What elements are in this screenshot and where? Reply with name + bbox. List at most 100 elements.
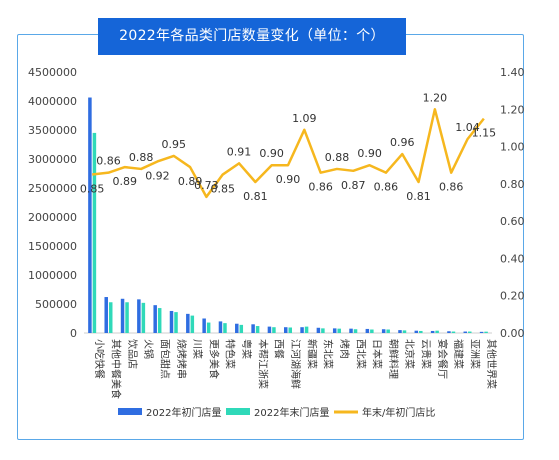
chart-title: 2022年各品类门店数量变化（单位：个）	[98, 18, 406, 55]
bar-start	[169, 310, 174, 333]
ratio-data-label: 0.96	[390, 136, 415, 149]
bar-end	[125, 302, 129, 333]
legend-swatch	[226, 408, 250, 415]
bar-end	[190, 315, 195, 333]
bar-start	[120, 298, 125, 333]
category-label: 亚洲菜	[469, 339, 481, 369]
bar-start	[479, 331, 484, 333]
bar-end	[451, 331, 456, 333]
left-tick-label: 2000000	[28, 211, 77, 224]
category-label: 烧烤烤串	[175, 339, 188, 379]
bar-end	[402, 330, 407, 333]
ratio-line	[92, 108, 485, 199]
left-tick-label: 500000	[35, 298, 77, 311]
ratio-data-label: 0.90	[259, 147, 284, 160]
category-label: 饮品店	[126, 339, 139, 369]
category-label: 其他世界菜	[485, 339, 498, 389]
ratio-data-label: 1.20	[423, 91, 448, 104]
ratio-data-label: 0.89	[113, 175, 138, 188]
category-label: 新疆菜	[305, 339, 318, 369]
category-label: 烤肉	[338, 339, 351, 359]
ratio-data-label: 1.04	[455, 121, 480, 134]
right-tick-label: 0.20	[500, 290, 525, 303]
ratio-data-label: 0.90	[357, 147, 382, 160]
bar-end	[484, 331, 488, 333]
bar-end	[141, 302, 146, 333]
ratio-data-label: 0.86	[374, 181, 399, 194]
category-label: 火锅	[142, 339, 154, 359]
ratio-data-label: 0.89	[178, 175, 203, 188]
left-tick-label: 2500000	[28, 182, 77, 195]
bar-start	[267, 326, 272, 333]
bar-end	[108, 302, 113, 333]
bar-start	[218, 321, 223, 333]
bar-start	[202, 318, 206, 333]
category-label: 朝鲜料理	[387, 339, 400, 379]
ratio-data-label: 0.86	[308, 181, 333, 194]
bar-end	[321, 328, 325, 333]
bar-start	[88, 97, 92, 334]
category-label: 福建菜	[452, 339, 465, 369]
right-tick-label: 0.40	[500, 252, 525, 265]
right-tick-label: 1.40	[500, 66, 525, 79]
bar-end	[255, 326, 260, 333]
ratio-data-label: 0.95	[162, 138, 187, 151]
ratio-data-label: 0.86	[439, 181, 464, 194]
legend-label: 2022年初门店量	[146, 406, 221, 419]
bar-end	[468, 331, 472, 333]
bar-end	[239, 324, 244, 333]
bar-start	[186, 313, 190, 333]
category-label: 东北菜	[322, 339, 335, 369]
category-label: 本帮江浙菜	[256, 339, 269, 389]
ratio-data-label: 0.81	[243, 190, 268, 203]
left-tick-label: 3000000	[28, 153, 77, 166]
bar-start	[137, 299, 141, 333]
category-label: 粤菜	[240, 339, 253, 359]
ratio-data-label: 0.86	[96, 155, 121, 168]
category-label: 川菜	[191, 339, 203, 359]
bar-start	[300, 327, 304, 333]
bar-end	[386, 329, 390, 333]
bar-end	[337, 328, 341, 333]
ratio-data-label: 0.85	[80, 183, 105, 196]
ratio-data-label: 0.91	[227, 145, 252, 158]
bar-start	[398, 330, 402, 333]
ratio-data-label: 0.87	[341, 179, 366, 192]
category-label: 宴会餐厅	[436, 339, 449, 379]
ratio-data-label: 0.73	[194, 179, 219, 192]
ratio-data-label: 1.09	[292, 112, 317, 125]
bar-start	[251, 324, 255, 333]
chart-frame	[17, 34, 524, 440]
ratio-data-label: 0.88	[325, 151, 350, 164]
bar-start	[104, 297, 108, 333]
category-label: 日本菜	[371, 339, 384, 369]
ratio-data-label: 0.92	[145, 169, 170, 182]
bar-end	[288, 327, 292, 333]
bar-end	[435, 330, 439, 333]
left-tick-label: 4500000	[28, 66, 77, 79]
right-tick-label: 0.00	[500, 327, 525, 340]
category-label: 其他中餐美食	[109, 339, 122, 399]
bar-start	[414, 330, 419, 333]
bar-start	[365, 328, 370, 333]
category-label: 西餐	[273, 339, 286, 359]
right-tick-label: 1.00	[500, 141, 525, 154]
legend-label: 年末/年初门店比	[362, 406, 435, 419]
ratio-data-label: 1.15	[472, 127, 497, 140]
bar-start	[235, 323, 239, 333]
left-tick-label: 1500000	[28, 240, 77, 253]
bar-end	[174, 312, 178, 333]
category-label: 面包甜点	[158, 339, 171, 379]
bar-end	[206, 322, 211, 333]
right-tick-label: 0.60	[500, 215, 525, 228]
bar-start	[284, 327, 288, 333]
category-label: 云贵菜	[420, 339, 433, 369]
category-label: 北京菜	[403, 339, 416, 369]
legend-swatch	[118, 408, 142, 415]
bar-start	[430, 330, 435, 333]
legend-label: 2022年末门店量	[254, 406, 329, 419]
ratio-data-label: 0.81	[406, 190, 431, 203]
bar-end	[272, 327, 276, 333]
bar-start	[332, 328, 337, 333]
